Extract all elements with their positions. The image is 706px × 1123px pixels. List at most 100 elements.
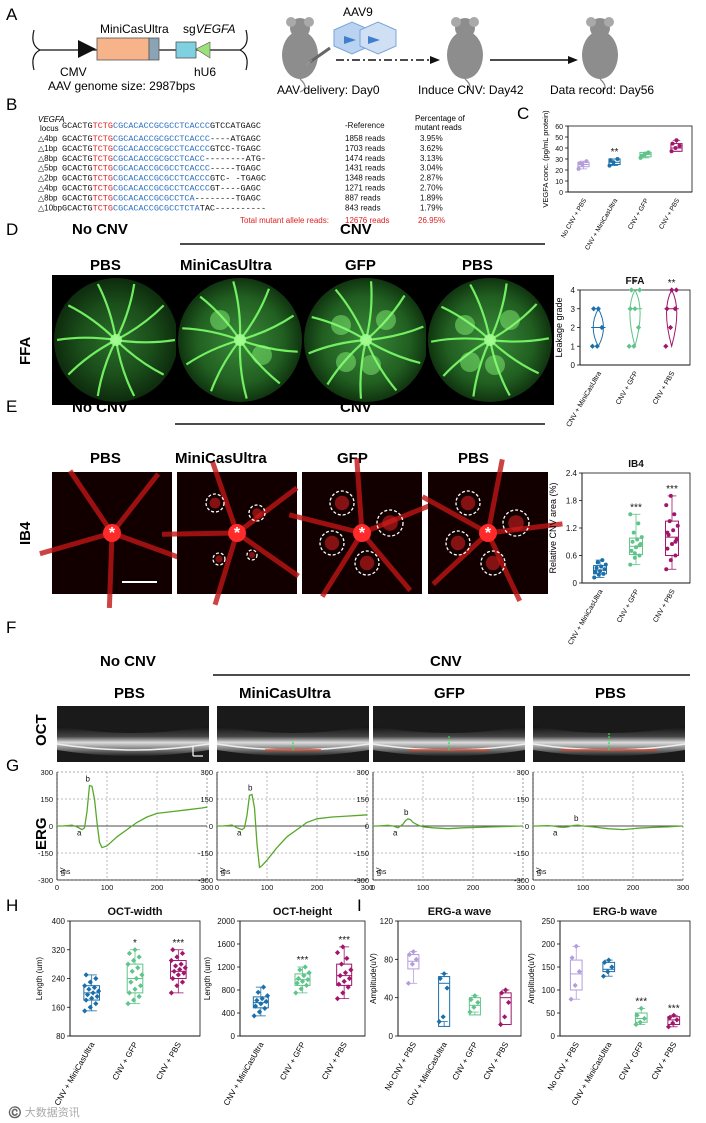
ffa-leakage-spot: [485, 355, 505, 375]
erg-x-tick-label: 200: [627, 883, 640, 892]
data-point: [305, 977, 311, 983]
category-label: CNV + PBS: [482, 1041, 511, 1082]
erg-a-wave-label: a: [237, 828, 242, 837]
data-point: [664, 306, 670, 312]
deletion-size: △1bp: [38, 144, 58, 153]
y-axis-label: Length (um): [35, 957, 44, 1000]
data-point: [177, 966, 183, 973]
data-point: [299, 978, 306, 984]
erg-y-tick-label: 300: [516, 768, 529, 777]
data-point: [677, 143, 682, 148]
sequence-line: GCACTGTCTGCGCACACCGCGCCTCACCCGTCC-TGAGC: [62, 144, 261, 154]
data-point: [673, 287, 679, 293]
category-label: No CNV + PBS: [383, 1041, 418, 1093]
erg-y-tick-label: 0: [209, 822, 213, 831]
data-point: [298, 986, 304, 992]
y-tick-label: 50: [555, 135, 563, 142]
read-count: 1474 reads: [345, 154, 385, 163]
chart-e-ib4: 0 0.6 1.2 1.8 2.4 IB4 Relative CNV area (%) CNV…: [548, 459, 691, 646]
data-point: [636, 521, 641, 526]
seq-blue: CGCACACCGCGCCTCA: [113, 193, 196, 203]
seq-tail: --------TGAGC: [195, 193, 261, 203]
e-no-cnv-title: No CNV: [72, 399, 128, 416]
y-tick-label: 1: [571, 342, 576, 351]
panel-letter-i: I: [357, 896, 362, 915]
data-point: [255, 989, 261, 995]
category-label: CNV + GFP: [616, 588, 641, 624]
deletion-size: △4bp: [38, 134, 58, 143]
seq-red: TCTG: [93, 134, 113, 144]
seq-red: TCTG: [93, 203, 113, 213]
data-point: [674, 138, 679, 143]
data-point: [599, 564, 604, 569]
f-pbs-title-1: PBS: [114, 685, 145, 702]
data-point: [639, 153, 644, 158]
data-point: [251, 1013, 257, 1019]
data-point: [632, 306, 638, 312]
ib4-vessel: [320, 531, 365, 598]
read-count: 1858 reads: [345, 134, 385, 143]
cnv-lesion-outline: [354, 550, 380, 576]
seq-blue: CGCACACCGCGCCTCACCC: [113, 121, 210, 131]
f-pbs-title-2: PBS: [595, 685, 626, 702]
sequence-line: GCACTGTCTGCGCACACCGCGCCTCACCCGTCCATGAGC: [62, 121, 261, 131]
data-point: [171, 968, 177, 974]
data-point: [258, 1001, 264, 1007]
data-point: [345, 984, 351, 990]
erg-x-tick-label: 300: [677, 883, 690, 892]
ib4-vessel: [235, 530, 300, 579]
data-point: [468, 996, 474, 1003]
data-point: [132, 947, 138, 953]
erg-y-tick-label: -300: [38, 876, 53, 885]
data-point: [262, 1005, 268, 1011]
y-tick-label: 0.6: [566, 552, 578, 561]
data-point: [615, 157, 620, 161]
chart-title: FFA: [626, 276, 645, 287]
y-tick-label: 40: [384, 994, 393, 1003]
e-gfp-title: GFP: [337, 450, 368, 467]
cnv-lesion-outline: [248, 504, 266, 522]
data-point: [82, 983, 88, 989]
data-point: [467, 1009, 473, 1015]
seq-blue: CGCACACCGCGCCTCTA: [113, 203, 201, 213]
data-point: [136, 993, 142, 1000]
data-point: [444, 985, 450, 991]
seq-red: TCTG: [93, 144, 113, 154]
data-point: [505, 999, 512, 1006]
erg-b-wave-label: b: [248, 784, 253, 793]
oct-rpe-line: [56, 743, 210, 751]
sequence-line: GCACTGTCTGCGCACACCGCGCCTCACCC----ATGAGC: [62, 134, 261, 144]
ffa-images: [52, 275, 554, 405]
ib4-vessel: [361, 502, 433, 536]
erg-x-tick-label: 100: [101, 883, 114, 892]
f-gfp-title: GFP: [434, 685, 465, 702]
erg-a-wave-label: a: [393, 828, 398, 837]
data-point: [93, 975, 99, 982]
data-point: [303, 982, 310, 988]
d-pbs-title-2: PBS: [462, 257, 493, 274]
erg-unit-y: uV: [376, 867, 383, 876]
data-point: [634, 545, 638, 550]
data-point: [342, 970, 349, 976]
significance-mark: ***: [635, 996, 647, 1007]
sequence-line: GCACTGTCTGCGCACACCGCGCCTCACCC-----TGAGC: [62, 164, 261, 174]
data-point: [664, 567, 669, 572]
data-point: [609, 964, 615, 970]
erg-y-tick-label: -150: [354, 849, 369, 858]
data-point: [669, 287, 675, 293]
read-count: 1271 reads: [345, 184, 385, 193]
cnv-lesion: [324, 535, 340, 551]
oct-images: [56, 706, 686, 762]
ib4-vessel: [67, 469, 115, 535]
category-label: CNV + GFP: [617, 1041, 646, 1082]
d-no-cnv-title: No CNV: [72, 221, 128, 238]
data-point: [573, 943, 579, 949]
data-point: [346, 975, 353, 982]
y-tick-label: 800: [222, 986, 236, 995]
category-label: No CNV + PBS: [560, 197, 589, 239]
y-axis-label: Amplitude(uV): [369, 953, 378, 1004]
aav9-label: AAV9: [343, 5, 373, 19]
cnv-lesion-outline: [502, 509, 530, 537]
